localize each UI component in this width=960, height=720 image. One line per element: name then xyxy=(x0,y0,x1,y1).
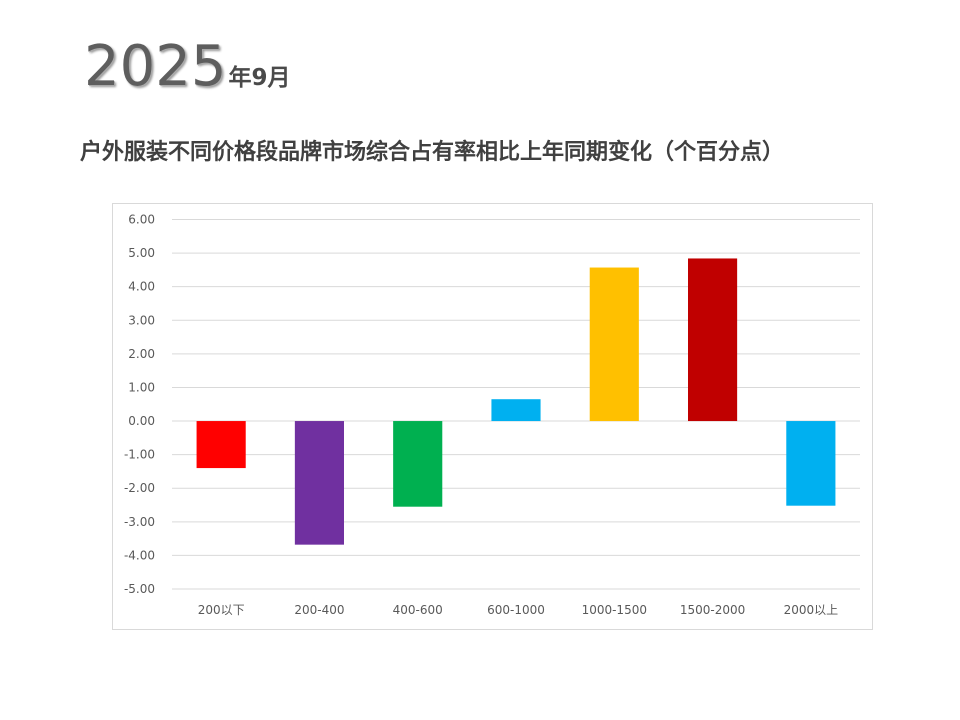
y-tick-label: -2.00 xyxy=(124,481,155,495)
y-tick-label: 4.00 xyxy=(128,280,155,294)
y-tick-label: 3.00 xyxy=(128,313,155,327)
date-heading: 2025 年9月 xyxy=(84,34,291,100)
y-tick-label: 0.00 xyxy=(128,414,155,428)
y-tick-label: 5.00 xyxy=(128,246,155,260)
bar-1000-1500 xyxy=(589,267,639,422)
bar-2000以上 xyxy=(786,421,836,506)
bar-200-400 xyxy=(294,421,344,545)
x-tick-label: 400-600 xyxy=(393,603,443,617)
x-tick-label: 2000以上 xyxy=(784,603,839,617)
month-heading: 年9月 xyxy=(228,65,291,91)
bar-1500-2000 xyxy=(688,258,738,422)
y-tick-label: -3.00 xyxy=(124,515,155,529)
chart-title: 户外服装不同价格段品牌市场综合占有率相比上年同期变化（个百分点） xyxy=(80,140,785,165)
bar-200以下 xyxy=(196,421,246,469)
x-tick-label: 1000-1500 xyxy=(582,603,647,617)
bar-600-1000 xyxy=(491,399,541,422)
x-tick-label: 200-400 xyxy=(294,603,344,617)
x-tick-label: 1500-2000 xyxy=(680,603,745,617)
chart-frame xyxy=(112,203,873,630)
x-tick-label: 600-1000 xyxy=(487,603,545,617)
y-tick-label: 1.00 xyxy=(128,380,155,394)
y-tick-label: 6.00 xyxy=(128,213,155,227)
y-tick-label: 2.00 xyxy=(128,347,155,361)
year-heading: 2025 xyxy=(84,34,227,99)
bar-400-600 xyxy=(393,421,443,507)
y-tick-label: -4.00 xyxy=(124,548,155,562)
x-tick-label: 200以下 xyxy=(198,603,245,617)
y-tick-label: -5.00 xyxy=(124,582,155,596)
y-tick-label: -1.00 xyxy=(124,448,155,462)
